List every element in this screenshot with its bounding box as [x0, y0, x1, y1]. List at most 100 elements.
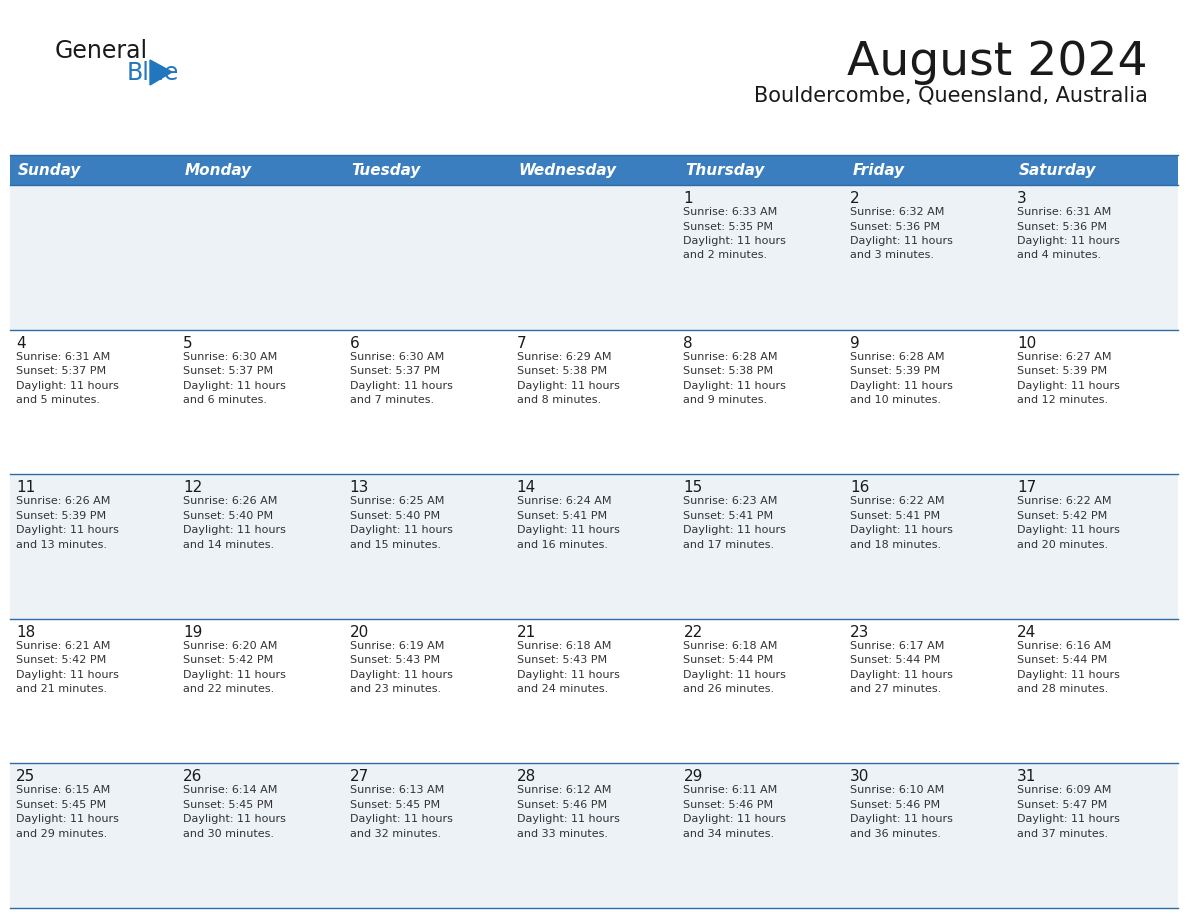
- Bar: [10, 764, 1178, 908]
- Text: Daylight: 11 hours: Daylight: 11 hours: [1017, 525, 1120, 535]
- Text: Daylight: 11 hours: Daylight: 11 hours: [349, 670, 453, 680]
- Text: and 34 minutes.: and 34 minutes.: [683, 829, 775, 839]
- Text: and 21 minutes.: and 21 minutes.: [15, 684, 107, 694]
- Text: 11: 11: [15, 480, 36, 495]
- Text: Sunrise: 6:25 AM: Sunrise: 6:25 AM: [349, 497, 444, 506]
- Text: and 33 minutes.: and 33 minutes.: [517, 829, 607, 839]
- Text: Daylight: 11 hours: Daylight: 11 hours: [349, 525, 453, 535]
- Text: 19: 19: [183, 625, 202, 640]
- Text: Sunrise: 6:18 AM: Sunrise: 6:18 AM: [683, 641, 778, 651]
- Text: General: General: [55, 39, 148, 63]
- Text: Daylight: 11 hours: Daylight: 11 hours: [183, 670, 286, 680]
- Text: and 6 minutes.: and 6 minutes.: [183, 395, 267, 405]
- Text: Sunrise: 6:23 AM: Sunrise: 6:23 AM: [683, 497, 778, 506]
- Text: and 10 minutes.: and 10 minutes.: [851, 395, 941, 405]
- Text: and 4 minutes.: and 4 minutes.: [1017, 251, 1101, 261]
- Text: Sunset: 5:41 PM: Sunset: 5:41 PM: [851, 510, 941, 521]
- Text: 3: 3: [1017, 191, 1026, 206]
- Text: Sunset: 5:35 PM: Sunset: 5:35 PM: [683, 221, 773, 231]
- Text: 24: 24: [1017, 625, 1036, 640]
- Text: and 30 minutes.: and 30 minutes.: [183, 829, 274, 839]
- Text: and 3 minutes.: and 3 minutes.: [851, 251, 934, 261]
- Text: Daylight: 11 hours: Daylight: 11 hours: [183, 525, 286, 535]
- Text: Sunrise: 6:10 AM: Sunrise: 6:10 AM: [851, 786, 944, 795]
- Text: Sunset: 5:47 PM: Sunset: 5:47 PM: [1017, 800, 1107, 810]
- Text: Sunset: 5:36 PM: Sunset: 5:36 PM: [851, 221, 940, 231]
- Text: 21: 21: [517, 625, 536, 640]
- Text: Daylight: 11 hours: Daylight: 11 hours: [15, 525, 119, 535]
- Text: Sunset: 5:40 PM: Sunset: 5:40 PM: [183, 510, 273, 521]
- Text: Daylight: 11 hours: Daylight: 11 hours: [517, 670, 619, 680]
- Text: Daylight: 11 hours: Daylight: 11 hours: [851, 814, 953, 824]
- Text: Daylight: 11 hours: Daylight: 11 hours: [683, 525, 786, 535]
- Text: Sunrise: 6:09 AM: Sunrise: 6:09 AM: [1017, 786, 1112, 795]
- Text: Daylight: 11 hours: Daylight: 11 hours: [683, 670, 786, 680]
- Bar: [10, 185, 1178, 330]
- Text: Sunrise: 6:17 AM: Sunrise: 6:17 AM: [851, 641, 944, 651]
- Text: Daylight: 11 hours: Daylight: 11 hours: [1017, 236, 1120, 246]
- Text: Sunset: 5:37 PM: Sunset: 5:37 PM: [183, 366, 273, 376]
- Text: and 29 minutes.: and 29 minutes.: [15, 829, 107, 839]
- Text: Sunrise: 6:14 AM: Sunrise: 6:14 AM: [183, 786, 277, 795]
- Text: Sunrise: 6:16 AM: Sunrise: 6:16 AM: [1017, 641, 1112, 651]
- Text: Sunrise: 6:32 AM: Sunrise: 6:32 AM: [851, 207, 944, 217]
- Text: Sunrise: 6:33 AM: Sunrise: 6:33 AM: [683, 207, 778, 217]
- Text: and 5 minutes.: and 5 minutes.: [15, 395, 100, 405]
- Text: Bouldercombe, Queensland, Australia: Bouldercombe, Queensland, Australia: [754, 86, 1148, 106]
- Text: Daylight: 11 hours: Daylight: 11 hours: [15, 814, 119, 824]
- Text: 23: 23: [851, 625, 870, 640]
- Text: Sunset: 5:44 PM: Sunset: 5:44 PM: [851, 655, 941, 666]
- Text: Sunset: 5:46 PM: Sunset: 5:46 PM: [517, 800, 607, 810]
- Text: 7: 7: [517, 336, 526, 351]
- Text: Daylight: 11 hours: Daylight: 11 hours: [15, 670, 119, 680]
- Text: and 15 minutes.: and 15 minutes.: [349, 540, 441, 550]
- Text: Sunrise: 6:12 AM: Sunrise: 6:12 AM: [517, 786, 611, 795]
- Text: Sunset: 5:44 PM: Sunset: 5:44 PM: [683, 655, 773, 666]
- Text: 30: 30: [851, 769, 870, 784]
- Text: August 2024: August 2024: [847, 40, 1148, 85]
- Text: 13: 13: [349, 480, 369, 495]
- Text: Daylight: 11 hours: Daylight: 11 hours: [183, 381, 286, 390]
- Text: Sunrise: 6:31 AM: Sunrise: 6:31 AM: [1017, 207, 1112, 217]
- Text: Sunset: 5:41 PM: Sunset: 5:41 PM: [517, 510, 607, 521]
- Text: Sunset: 5:42 PM: Sunset: 5:42 PM: [15, 655, 106, 666]
- Text: 26: 26: [183, 769, 202, 784]
- Text: Daylight: 11 hours: Daylight: 11 hours: [851, 236, 953, 246]
- Bar: [10, 330, 1178, 475]
- Text: Sunset: 5:39 PM: Sunset: 5:39 PM: [851, 366, 941, 376]
- Text: Daylight: 11 hours: Daylight: 11 hours: [851, 670, 953, 680]
- Text: and 32 minutes.: and 32 minutes.: [349, 829, 441, 839]
- Text: 29: 29: [683, 769, 703, 784]
- Text: Sunrise: 6:24 AM: Sunrise: 6:24 AM: [517, 497, 611, 506]
- Text: and 17 minutes.: and 17 minutes.: [683, 540, 775, 550]
- Text: 9: 9: [851, 336, 860, 351]
- Text: and 18 minutes.: and 18 minutes.: [851, 540, 941, 550]
- Text: Daylight: 11 hours: Daylight: 11 hours: [517, 525, 619, 535]
- Text: Sunset: 5:37 PM: Sunset: 5:37 PM: [349, 366, 440, 376]
- Text: Sunset: 5:42 PM: Sunset: 5:42 PM: [183, 655, 273, 666]
- Text: 28: 28: [517, 769, 536, 784]
- Text: Sunrise: 6:26 AM: Sunrise: 6:26 AM: [15, 497, 110, 506]
- Text: Tuesday: Tuesday: [352, 162, 421, 177]
- Text: and 37 minutes.: and 37 minutes.: [1017, 829, 1108, 839]
- Text: 25: 25: [15, 769, 36, 784]
- Text: and 12 minutes.: and 12 minutes.: [1017, 395, 1108, 405]
- Text: Daylight: 11 hours: Daylight: 11 hours: [15, 381, 119, 390]
- Text: and 14 minutes.: and 14 minutes.: [183, 540, 274, 550]
- Text: Sunrise: 6:22 AM: Sunrise: 6:22 AM: [851, 497, 944, 506]
- Text: Daylight: 11 hours: Daylight: 11 hours: [851, 381, 953, 390]
- Bar: [10, 155, 1178, 185]
- Text: Daylight: 11 hours: Daylight: 11 hours: [683, 381, 786, 390]
- Text: Daylight: 11 hours: Daylight: 11 hours: [683, 236, 786, 246]
- Text: Sunset: 5:38 PM: Sunset: 5:38 PM: [683, 366, 773, 376]
- Text: Sunrise: 6:21 AM: Sunrise: 6:21 AM: [15, 641, 110, 651]
- Text: 20: 20: [349, 625, 369, 640]
- Text: Monday: Monday: [185, 162, 252, 177]
- Text: and 27 minutes.: and 27 minutes.: [851, 684, 942, 694]
- Text: Sunrise: 6:31 AM: Sunrise: 6:31 AM: [15, 352, 110, 362]
- Text: 18: 18: [15, 625, 36, 640]
- Text: Sunset: 5:45 PM: Sunset: 5:45 PM: [15, 800, 106, 810]
- Text: and 16 minutes.: and 16 minutes.: [517, 540, 607, 550]
- Bar: [10, 475, 1178, 619]
- Text: 1: 1: [683, 191, 693, 206]
